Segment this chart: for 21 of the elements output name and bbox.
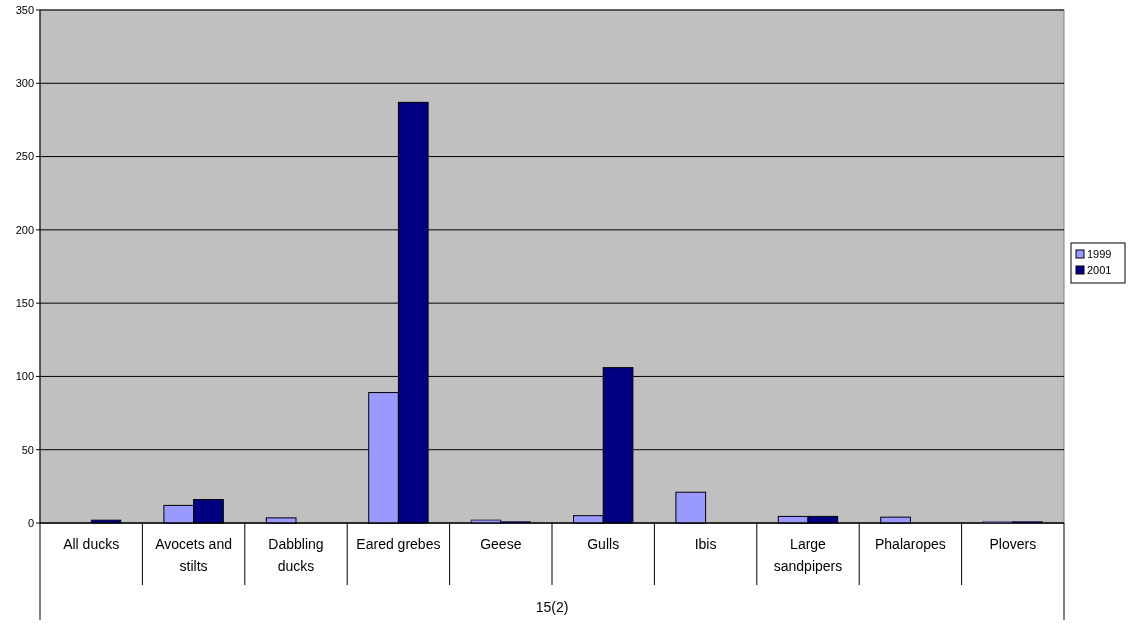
y-tick-label: 0 (27, 516, 34, 529)
legend-label: 1999 (1087, 247, 1112, 260)
y-tick-label: 100 (15, 370, 34, 383)
legend-label: 2001 (1087, 263, 1112, 276)
x-axis-title: 15(2) (535, 599, 569, 615)
y-tick-label: 150 (15, 296, 34, 309)
x-tick-label: Avocets and stilts (155, 536, 232, 574)
x-tick-label: Geese (480, 536, 522, 552)
y-tick-label: 50 (21, 443, 34, 456)
x-tick-label: Gulls (587, 536, 620, 552)
x-tick-label: Ibis (694, 536, 717, 552)
x-tick-label: Large sandpipers (773, 536, 843, 574)
y-tick-label: 200 (15, 223, 34, 236)
x-tick-label: Plovers (989, 536, 1037, 552)
x-tick-label: Phalaropes (874, 536, 946, 552)
x-tick-label: Eared grebes (356, 536, 441, 552)
y-tick-label: 300 (15, 77, 34, 90)
x-tick-label: All ducks (63, 536, 120, 552)
y-tick-label: 350 (15, 3, 34, 16)
x-tick-label: Dabbling ducks (268, 536, 324, 574)
y-tick-label: 250 (15, 150, 34, 163)
